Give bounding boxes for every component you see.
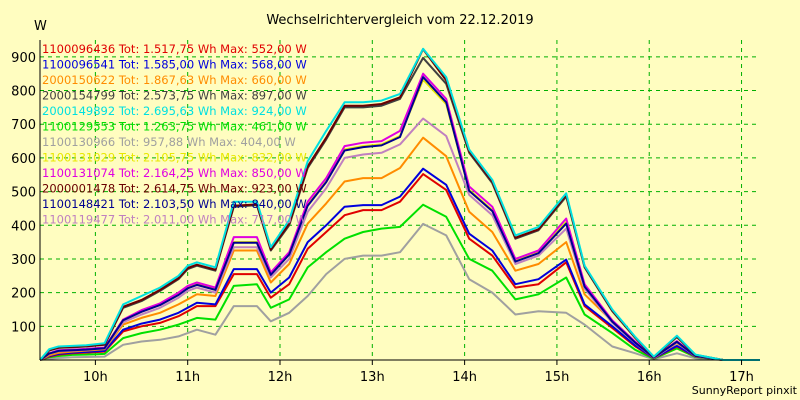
legend-max: Max: 924,00 W [217,104,307,118]
legend-max: Max: 897,00 W [217,89,307,103]
legend-max: Max: 461,00 W [217,120,307,134]
legend-max: Max: 552,00 W [217,42,307,56]
legend-max: Max: 404,00 W [206,135,296,149]
legend-total: Tot: 2.105,75 Wh [115,151,216,165]
legend-inverter-id: 1100131029 [42,151,115,165]
legend-inverter-id: 2000149892 [42,104,115,118]
legend-total: Tot: 957,88 Wh [115,135,205,149]
x-tick-label: 13h [360,370,385,385]
legend-entry-2000149892: 2000149892 Tot: 2.695,63 Wh Max: 924,00 … [42,104,307,118]
footer-credit: SunnyReport pinxit [692,384,798,397]
y-tick-label: 600 [11,152,36,167]
legend-entry-1100148421: 1100148421 Tot: 2.103,50 Wh Max: 840,00 … [42,197,307,211]
series-line-1100129553 [39,203,760,361]
legend-entry-1100119477: 1100119477 Tot: 2.011,00 Wh Max: 717,00 … [42,213,307,227]
legend-max: Max: 568,00 W [217,58,307,72]
legend-entry-1100096541: 1100096541 Tot: 1.585,00 Wh Max: 568,00 … [42,58,307,72]
legend-inverter-id: 1100096541 [42,58,115,72]
x-tick-label: 15h [545,370,570,385]
legend-entry-2000001478: 2000001478 Tot: 2.614,75 Wh Max: 923,00 … [42,182,307,196]
legend-entry-1100131029: 1100131029 Tot: 2.105,75 Wh Max: 832,00 … [42,151,307,165]
legend-max: Max: 840,00 W [217,197,307,211]
y-tick-label: 400 [11,219,36,234]
y-tick-label: 800 [11,85,36,100]
legend-entry-1100131074: 1100131074 Tot: 2.164,25 Wh Max: 850,00 … [42,166,307,180]
legend-inverter-id: 1100130966 [42,135,115,149]
legend-total: Tot: 1.263,75 Wh [115,120,216,134]
legend-total: Tot: 2.573,75 Wh [115,89,216,103]
legend-total: Tot: 1.585,00 Wh [115,58,216,72]
legend-inverter-id: 2000150622 [42,73,115,87]
y-tick-label: 200 [11,287,36,302]
legend-inverter-id: 1100131074 [42,166,115,180]
y-tick-label: 500 [11,186,36,201]
x-tick-label: 11h [175,370,200,385]
y-axis-unit-label: W [34,19,47,34]
legend-total: Tot: 2.695,63 Wh [115,104,216,118]
series-line-2000149892 [39,47,760,361]
legend-total: Tot: 2.103,50 Wh [115,197,216,211]
y-tick-label: 900 [11,51,36,66]
legend-max: Max: 832,00 W [217,151,307,165]
series-line-1100130966 [39,222,760,361]
legend-inverter-id: 1100119477 [42,213,115,227]
legend-inverter-id: 1100148421 [42,197,115,211]
legend-entry-2000150622: 2000150622 Tot: 1.867,63 Wh Max: 660,00 … [42,73,307,87]
legend-inverter-id: 2000001478 [42,182,115,196]
y-tick-label: 300 [11,253,36,268]
legend-entry-1100129553: 1100129553 Tot: 1.263,75 Wh Max: 461,00 … [42,120,307,134]
legend-inverter-id: 1100096436 [42,42,115,56]
legend-total: Tot: 1.517,75 Wh [115,42,216,56]
y-tick-label: 100 [11,320,36,335]
x-tick-label: 12h [268,370,293,385]
legend-total: Tot: 1.867,63 Wh [115,73,216,87]
legend-entry-1100096436: 1100096436 Tot: 1.517,75 Wh Max: 552,00 … [42,42,307,56]
legend-total: Tot: 2.011,00 Wh [115,213,216,227]
legend-inverter-id: 1100129553 [42,120,115,134]
legend-total: Tot: 2.614,75 Wh [115,182,216,196]
x-tick-label: 17h [729,370,754,385]
legend-max: Max: 717,00 W [217,213,307,227]
legend-entry-2000154799: 2000154799 Tot: 2.573,75 Wh Max: 897,00 … [42,89,307,103]
chart-title: Wechselrichtervergleich vom 22.12.2019 [266,13,533,28]
legend-entry-1100130966: 1100130966 Tot: 957,88 Wh Max: 404,00 W [42,135,296,149]
x-tick-label: 10h [83,370,108,385]
legend-inverter-id: 2000154799 [42,89,115,103]
legend-total: Tot: 2.164,25 Wh [115,166,216,180]
legend-max: Max: 660,00 W [217,73,307,87]
series-line-1100148421 [39,76,760,361]
legend-max: Max: 923,00 W [217,182,307,196]
legend-max: Max: 850,00 W [217,166,307,180]
x-tick-label: 16h [637,370,662,385]
series-line-1100096541 [39,167,760,361]
x-tick-label: 14h [452,370,477,385]
y-tick-label: 700 [11,118,36,133]
